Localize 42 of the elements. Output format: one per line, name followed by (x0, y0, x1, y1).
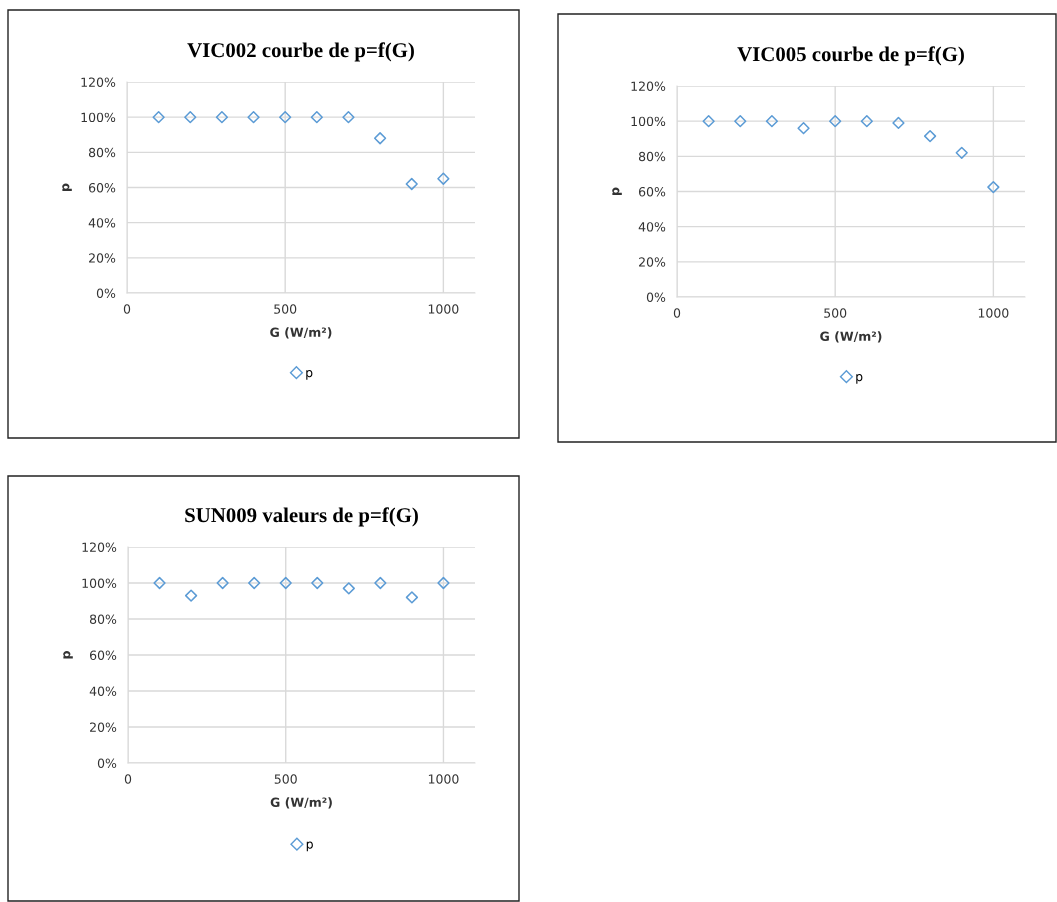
y-tick-label: 80% (638, 151, 666, 162)
x-axis-title: G (W/m²) (820, 331, 882, 343)
y-axis-title: p (612, 187, 622, 195)
y-axis-title: p (62, 183, 72, 191)
chart-title: VIC005 courbe de p=f(G) (737, 46, 964, 66)
y-tick-label: 80% (89, 614, 117, 624)
y-tick-label: 20% (89, 253, 116, 263)
chart-title: VIC002 courbe de p=f(G) (187, 42, 414, 62)
legend-label: p (856, 374, 863, 384)
x-tick-label: 0 (124, 774, 132, 784)
x-tick-label: 1000 (428, 774, 459, 784)
y-tick-label: 20% (639, 257, 666, 267)
y-tick-label: 100% (82, 578, 117, 588)
x-axis-title: G (W/m²) (270, 327, 332, 339)
y-tick-label: 0% (97, 758, 117, 768)
chart-title: SUN009 valeurs de p=f(G) (185, 507, 418, 527)
y-axis-title: p (63, 651, 73, 659)
x-tick-label: 1000 (428, 304, 459, 314)
y-tick-label: 120% (82, 542, 117, 552)
y-tick-label: 60% (88, 182, 116, 193)
x-tick-label: 500 (274, 774, 297, 784)
y-tick-label: 40% (638, 222, 666, 232)
y-tick-label: 40% (89, 686, 117, 696)
x-tick-label: 500 (824, 308, 847, 318)
y-tick-label: 80% (88, 147, 116, 158)
x-tick-label: 1000 (978, 308, 1009, 318)
y-tick-label: 60% (89, 650, 117, 660)
y-tick-label: 20% (90, 722, 117, 732)
y-tick-label: 120% (631, 81, 666, 91)
x-tick-label: 500 (274, 304, 297, 314)
x-tick-label: 0 (123, 304, 131, 314)
y-tick-label: 120% (81, 77, 116, 87)
y-tick-label: 60% (638, 186, 666, 197)
y-tick-label: 40% (88, 218, 116, 228)
y-tick-label: 100% (81, 112, 116, 123)
y-tick-label: 0% (96, 288, 116, 298)
legend-label: p (306, 841, 313, 852)
x-tick-label: 0 (673, 308, 681, 318)
y-tick-label: 0% (646, 292, 666, 302)
x-axis-title: G (W/m²) (270, 797, 332, 809)
y-tick-label: 100% (631, 116, 666, 127)
legend-label: p (306, 370, 313, 380)
